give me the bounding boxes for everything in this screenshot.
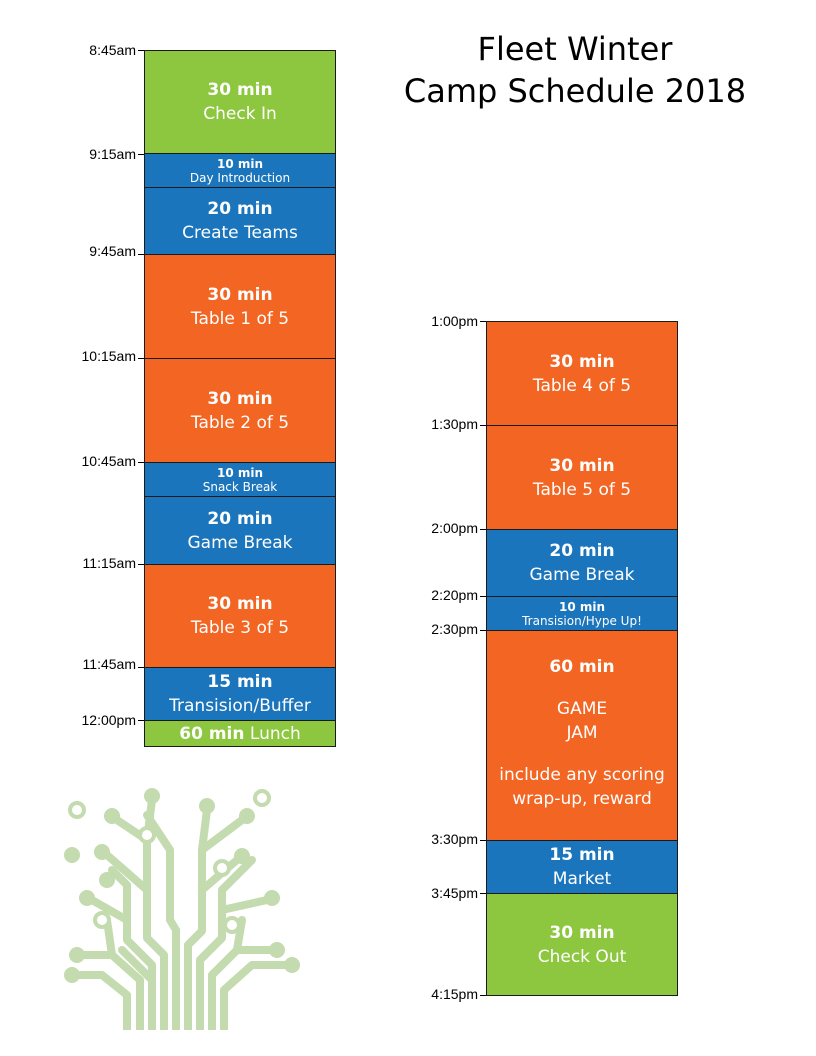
block-duration: 10 min <box>216 156 264 171</box>
time-label: 9:45am <box>89 243 136 259</box>
block-label: Market <box>552 869 612 889</box>
block-label: Snack Break <box>202 479 278 494</box>
title-line-1: Fleet Winter <box>477 30 673 68</box>
block-note-line: include any scoring <box>499 765 665 785</box>
time-label: 2:00pm <box>431 520 478 536</box>
time-label: 4:15pm <box>431 986 478 1002</box>
schedule-block-table-2: 30 min Table 2 of 5 <box>144 358 336 463</box>
block-duration: 60 min <box>549 657 615 677</box>
block-duration: 15 min <box>207 672 273 692</box>
time-tick <box>138 358 146 359</box>
time-tick <box>138 254 146 255</box>
block-duration: 30 min <box>207 80 273 100</box>
time-tick <box>480 596 488 597</box>
time-tick <box>138 667 146 668</box>
block-note-line: wrap-up, reward <box>512 789 652 809</box>
schedule-block-table-3: 30 min Table 3 of 5 <box>144 564 336 668</box>
block-label: Table 4 of 5 <box>532 375 632 396</box>
time-tick <box>480 893 488 894</box>
time-label: 10:15am <box>81 348 136 364</box>
block-label: Check Out <box>537 946 627 967</box>
time-label: 8:45am <box>89 42 136 58</box>
schedule-block-snack-break: 10 min Snack Break <box>144 462 336 497</box>
schedule-block-game-break-2: 20 min Game Break <box>486 529 678 597</box>
block-duration: 60 min <box>179 723 245 744</box>
schedule-block-check-out: 30 min Check Out <box>486 893 678 996</box>
block-label-line: GAME <box>556 699 608 719</box>
time-label: 1:00pm <box>431 313 478 329</box>
block-duration: 20 min <box>207 508 273 529</box>
block-label: Table 5 of 5 <box>532 479 632 500</box>
schedule-block-lunch: 60 min Lunch <box>144 720 336 747</box>
schedule-block-table-1: 30 min Table 1 of 5 <box>144 254 336 359</box>
circuit-tree-logo <box>64 788 300 1030</box>
schedule-block-market: 15 min Market <box>486 840 678 894</box>
block-label: Check In <box>203 104 277 124</box>
block-label: Transision/Hype Up! <box>522 613 642 628</box>
time-tick <box>480 529 488 530</box>
schedule-block-game-break: 20 min Game Break <box>144 496 336 565</box>
time-tick <box>480 630 488 631</box>
schedule-block-table-5: 30 min Table 5 of 5 <box>486 425 678 530</box>
block-label-line: JAM <box>566 723 598 743</box>
schedule-block-day-introduction: 10 min Day Introduction <box>144 153 336 188</box>
time-tick <box>138 564 146 565</box>
block-duration: 30 min <box>549 351 615 372</box>
schedule-block-game-jam: 60 min GAME JAM include any scoring wrap… <box>486 630 678 841</box>
block-label: Create Teams <box>182 223 298 243</box>
schedule-block-check-in: 30 min Check In <box>144 50 336 154</box>
block-duration: 20 min <box>549 541 615 561</box>
block-label: Table 1 of 5 <box>190 308 290 329</box>
time-label: 10:45am <box>81 453 136 469</box>
time-tick <box>138 154 146 155</box>
time-label: 11:45am <box>82 656 136 672</box>
time-tick <box>480 840 488 841</box>
time-tick <box>480 995 488 996</box>
block-label: Lunch <box>249 723 301 744</box>
block-label: Game Break <box>187 532 293 553</box>
block-duration: 30 min <box>207 594 273 614</box>
time-label: 9:15am <box>89 146 136 162</box>
block-duration: 30 min <box>549 922 615 943</box>
time-tick <box>480 425 488 426</box>
page-title: Fleet Winter Camp Schedule 2018 <box>400 28 750 112</box>
time-label: 3:30pm <box>431 831 478 847</box>
schedule-block-transition-hype: 10 min Transision/Hype Up! <box>486 596 678 631</box>
time-tick <box>138 50 146 51</box>
time-label: 2:20pm <box>431 587 478 603</box>
schedule-block-create-teams: 20 min Create Teams <box>144 187 336 255</box>
block-label: Table 3 of 5 <box>190 618 290 638</box>
time-tick <box>480 321 488 322</box>
title-line-2: Camp Schedule 2018 <box>403 72 747 110</box>
block-label: Game Break <box>529 565 635 585</box>
block-inline-text: 60 min Lunch <box>179 722 300 746</box>
block-label: Day Introduction <box>189 170 291 185</box>
time-label: 11:15am <box>82 555 136 571</box>
time-label: 3:45pm <box>431 885 478 901</box>
time-label: 2:30pm <box>431 621 478 637</box>
block-duration: 20 min <box>207 199 273 219</box>
time-tick <box>138 462 146 463</box>
block-duration: 30 min <box>549 455 615 476</box>
block-duration: 15 min <box>549 845 615 865</box>
time-tick <box>138 720 146 721</box>
block-label: Table 2 of 5 <box>190 412 290 433</box>
schedule-block-transition-buffer: 15 min Transision/Buffer <box>144 667 336 721</box>
block-duration: 30 min <box>207 388 273 409</box>
block-label: Transision/Buffer <box>169 696 311 716</box>
time-label: 1:30pm <box>431 416 478 432</box>
block-duration: 10 min <box>558 599 606 614</box>
schedule-block-table-4: 30 min Table 4 of 5 <box>486 321 678 426</box>
block-duration: 10 min <box>216 465 264 480</box>
time-label: 12:00pm <box>81 712 136 728</box>
block-duration: 30 min <box>207 284 273 305</box>
